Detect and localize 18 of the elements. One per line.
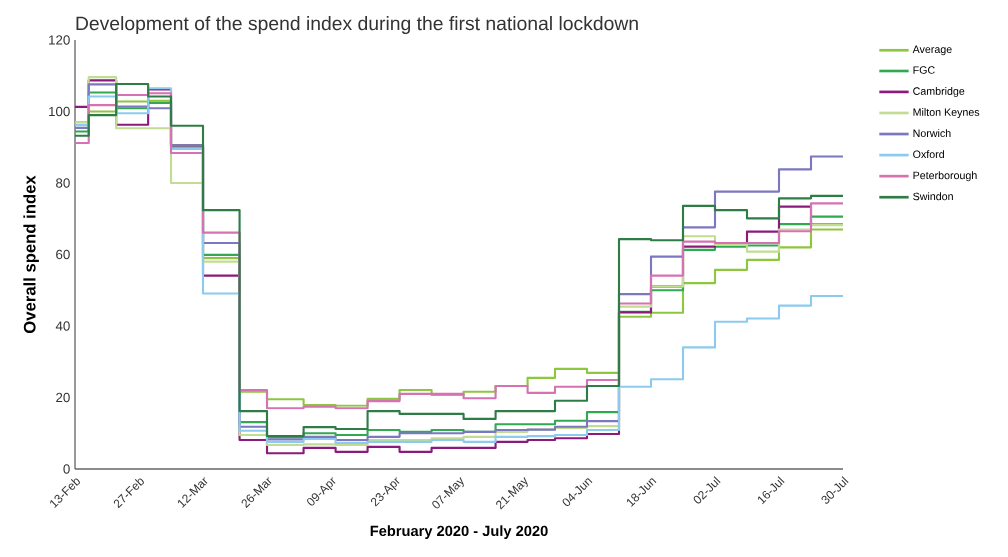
chart-title: Development of the spend index during the first national lockdown bbox=[76, 16, 638, 35]
x-axis-title: February 2020 - July 2020 bbox=[370, 525, 548, 539]
y-tick-label: 100 bbox=[49, 106, 70, 117]
y-tick-label: 20 bbox=[56, 392, 70, 403]
y-axis-title: Overall spend index bbox=[23, 175, 39, 333]
legend-label: Oxford bbox=[913, 150, 944, 159]
y-tick-label: 80 bbox=[56, 178, 70, 188]
y-tick-label: 120 bbox=[49, 35, 70, 45]
legend-label: Swindon bbox=[913, 192, 953, 201]
legend-label: FGC bbox=[913, 66, 935, 74]
legend-label: Milton Keynes bbox=[913, 108, 980, 119]
legend-label: Peterborough bbox=[913, 171, 977, 182]
legend-label: Norwich bbox=[913, 129, 951, 138]
legend-label: Average bbox=[912, 45, 952, 56]
y-tick-label: 0 bbox=[63, 464, 70, 474]
y-tick-label: 60 bbox=[56, 249, 70, 260]
y-tick-label: 40 bbox=[55, 321, 70, 331]
legend-label: Cambridge bbox=[913, 87, 965, 97]
